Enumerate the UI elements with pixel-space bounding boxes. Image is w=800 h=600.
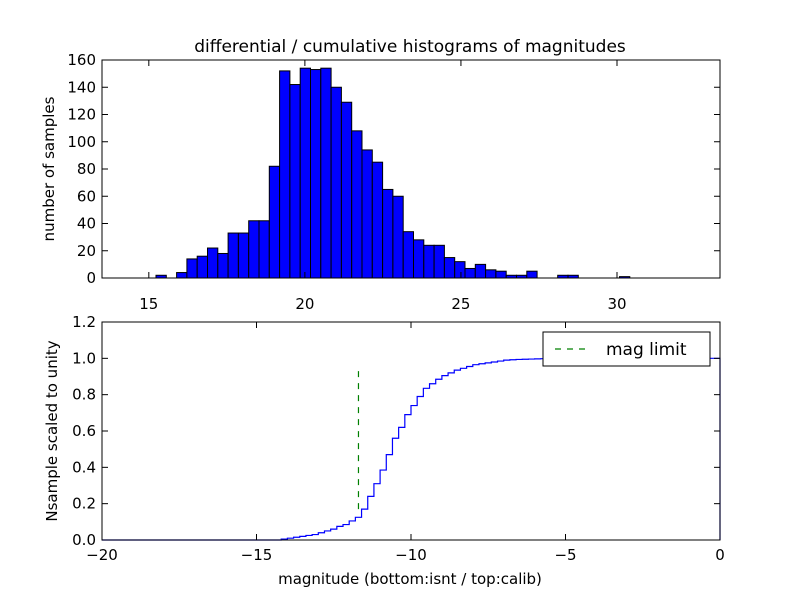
- x-tick-label: −20: [86, 546, 118, 564]
- histogram-bar: [443, 257, 456, 279]
- y-tick-label: 140: [67, 78, 96, 96]
- y-tick-label: 1.0: [72, 349, 96, 367]
- cumulative-y-label: Nsample scaled to unity: [43, 340, 61, 521]
- y-tick-label: 0.6: [72, 422, 96, 440]
- histogram-bar: [309, 69, 322, 279]
- x-tick-label: 15: [139, 295, 158, 313]
- x-tick-label: 25: [451, 295, 470, 313]
- cumulative-x-ticks: −20 −15 −10 −5 0: [86, 322, 725, 564]
- histogram-bar: [402, 231, 414, 279]
- histogram-bar: [186, 258, 198, 279]
- histogram-bar: [279, 70, 291, 279]
- y-tick-label: 0.4: [72, 458, 96, 476]
- cumulative-step-line: [102, 357, 721, 541]
- y-tick-label: 60: [77, 187, 96, 205]
- histogram-panel: differential / cumulative histograms of …: [40, 37, 721, 313]
- histogram-bar: [237, 232, 250, 279]
- histogram-bar: [248, 220, 260, 279]
- histogram-y-label: number of samples: [40, 96, 58, 241]
- histogram-bar: [423, 244, 435, 279]
- histogram-bar: [464, 267, 476, 279]
- histogram-bar: [227, 232, 239, 279]
- y-tick-label: 80: [77, 160, 96, 178]
- y-tick-label: 40: [77, 215, 96, 233]
- histogram-bar: [340, 101, 353, 279]
- cumulative-y-ticks: 0.0 0.2 0.4 0.6 0.8 1.0 1.2: [72, 313, 720, 549]
- histogram-bar: [526, 270, 538, 279]
- x-tick-label: −5: [554, 546, 576, 564]
- histogram-bar: [412, 239, 425, 279]
- y-tick-label: 0.0: [72, 531, 96, 549]
- histogram-bar: [268, 165, 281, 279]
- y-tick-label: 20: [77, 242, 96, 260]
- y-tick-label: 100: [67, 133, 96, 151]
- y-tick-label: 0: [86, 269, 96, 287]
- x-tick-label: −10: [395, 546, 427, 564]
- histogram-bar: [196, 255, 208, 279]
- histogram-bar: [320, 67, 332, 279]
- histogram-bar: [371, 161, 384, 279]
- chart-title: differential / cumulative histograms of …: [194, 37, 626, 57]
- histogram-bar: [176, 272, 188, 279]
- histogram-bar: [299, 67, 311, 279]
- histogram-bar: [206, 247, 219, 279]
- cumulative-frame: [101, 321, 721, 541]
- histogram-bar: [474, 263, 487, 279]
- x-tick-label: 20: [295, 295, 314, 313]
- histogram-bar: [258, 220, 270, 279]
- histogram-bar: [433, 244, 445, 279]
- histogram-bar: [361, 149, 373, 279]
- cumulative-x-label: magnitude (bottom:isnt / top:calib): [278, 570, 542, 588]
- histogram-bar: [495, 270, 507, 279]
- histogram-bar: [217, 252, 229, 279]
- legend: mag limit: [542, 331, 711, 367]
- histogram-x-ticks: 15 20 25 30: [139, 60, 627, 313]
- histogram-bar: [392, 195, 404, 279]
- x-tick-label: 0: [715, 546, 725, 564]
- histogram-bar: [289, 84, 301, 279]
- histogram-bar: [330, 86, 342, 279]
- y-tick-label: 0.8: [72, 386, 96, 404]
- x-tick-label: 30: [607, 295, 626, 313]
- histogram-bar: [454, 261, 466, 279]
- cumulative-panel: 0.0 0.2 0.4 0.6 0.8 1.0 1.2 −20 −15 −10 −5 0 magni…: [43, 313, 725, 588]
- histogram-y-ticks: 0 20 40 60 80 100 120 140 160: [67, 51, 720, 287]
- histogram-bar: [485, 269, 497, 279]
- x-tick-label: −15: [241, 546, 273, 564]
- y-tick-label: 120: [67, 106, 96, 124]
- histogram-bar: [382, 188, 394, 279]
- y-tick-label: 0.2: [72, 495, 96, 513]
- y-tick-label: 160: [67, 51, 96, 69]
- cumulative-lines: [102, 357, 721, 541]
- histogram-bar: [351, 130, 363, 279]
- histogram-frame: [101, 59, 721, 279]
- y-tick-label: 1.2: [72, 313, 96, 331]
- legend-label-mag-limit: mag limit: [606, 340, 687, 360]
